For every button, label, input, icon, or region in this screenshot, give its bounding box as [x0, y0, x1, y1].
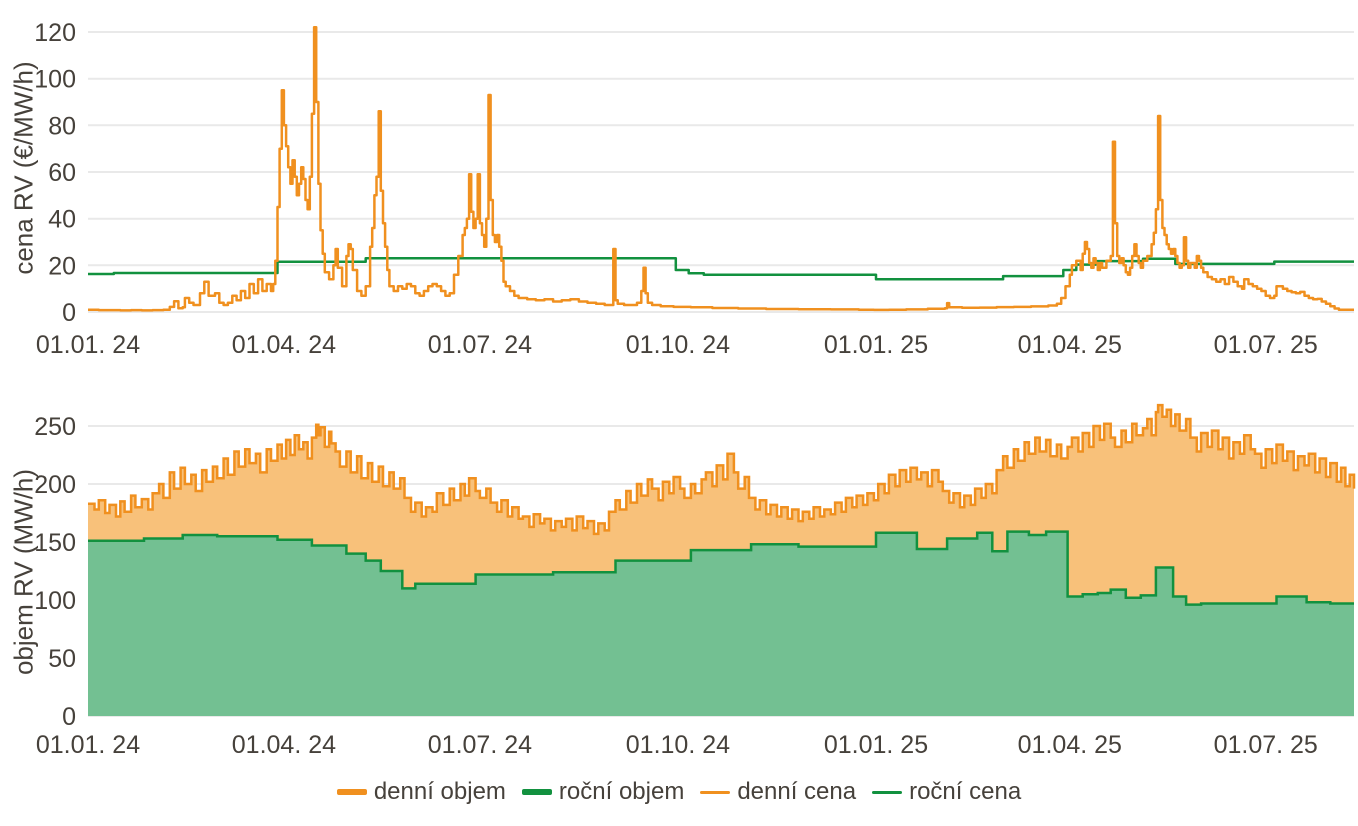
- legend-marker-denni-objem: [336, 789, 367, 795]
- x-tick-label: 01.10. 24: [626, 331, 730, 359]
- x-tick-label: 01.07. 25: [1214, 331, 1318, 359]
- y-tick-label: 80: [48, 112, 76, 140]
- x-tick-label: 01.07. 25: [1214, 731, 1318, 759]
- price-y-axis-title: cena RV (€/MW/h): [8, 61, 39, 275]
- legend-label: roční cena: [909, 778, 1022, 805]
- legend-item-rocni-cena[interactable]: roční cena: [872, 778, 1021, 806]
- y-tick-label: 0: [62, 299, 76, 327]
- legend-label: denní objem: [373, 778, 506, 805]
- price-chart-svg: 0 20 40 60 80 100 120 01.01. 24 01.04. 24 01.07. …: [34, 19, 1354, 359]
- x-tick-label: 01.04. 24: [232, 731, 336, 759]
- x-tick-label: 01.01. 25: [824, 331, 928, 359]
- price-chart: 0 20 40 60 80 100 120 01.01. 24 01.04. 24 01.07. …: [0, 0, 1358, 372]
- legend-item-denni-cena[interactable]: denní cena: [700, 778, 856, 806]
- x-tick-label: 01.01. 25: [824, 731, 928, 759]
- x-tick-label: 01.01. 24: [36, 331, 140, 359]
- volume-chart: 0 50 100 150 200 250 01.01. 24 01.04. 24 01.07. …: [0, 392, 1358, 772]
- legend-marker-rocni-cena: [872, 790, 903, 794]
- x-tick-label: 01.01. 24: [36, 731, 140, 759]
- y-tick-label: 20: [48, 252, 76, 280]
- legend-item-rocni-objem[interactable]: roční objem: [521, 778, 685, 806]
- legend-marker-rocni-objem: [521, 789, 552, 795]
- legend-label: roční objem: [558, 778, 685, 805]
- y-tick-label: 250: [34, 413, 76, 441]
- volume-y-axis-title: objem RV (MW/h): [8, 468, 39, 676]
- series-area-rocni-objem: [88, 531, 1354, 716]
- legend-item-denni-objem[interactable]: denní objem: [336, 778, 506, 806]
- y-tick-label: 60: [48, 159, 76, 187]
- y-tick-label: 50: [48, 645, 76, 673]
- y-tick-label: 100: [34, 587, 76, 615]
- y-tick-label: 40: [48, 206, 76, 234]
- x-tick-label: 01.07. 24: [428, 731, 532, 759]
- legend: denní objem roční objem denní cena roční ce…: [0, 772, 1358, 812]
- x-tick-label: 01.07. 24: [428, 331, 532, 359]
- x-tick-label: 01.04. 25: [1018, 331, 1122, 359]
- volume-chart-svg: 0 50 100 150 200 250 01.01. 24 01.04. 24 01.07. …: [34, 403, 1356, 759]
- x-tick-label: 01.04. 24: [232, 331, 336, 359]
- y-tick-label: 150: [34, 529, 76, 557]
- series-line-denni-cena: [88, 26, 1354, 312]
- x-tick-label: 01.10. 24: [626, 731, 730, 759]
- y-tick-label: 100: [34, 66, 76, 94]
- legend-label: denní cena: [737, 778, 857, 805]
- y-tick-label: 120: [34, 19, 76, 47]
- x-tick-label: 01.04. 25: [1018, 731, 1122, 759]
- y-tick-label: 0: [62, 703, 76, 731]
- series-border-rocni-objem: [88, 530, 1354, 606]
- series-border-denni-objem: [88, 403, 1356, 536]
- legend-marker-denni-cena: [700, 790, 731, 794]
- y-tick-label: 200: [34, 471, 76, 499]
